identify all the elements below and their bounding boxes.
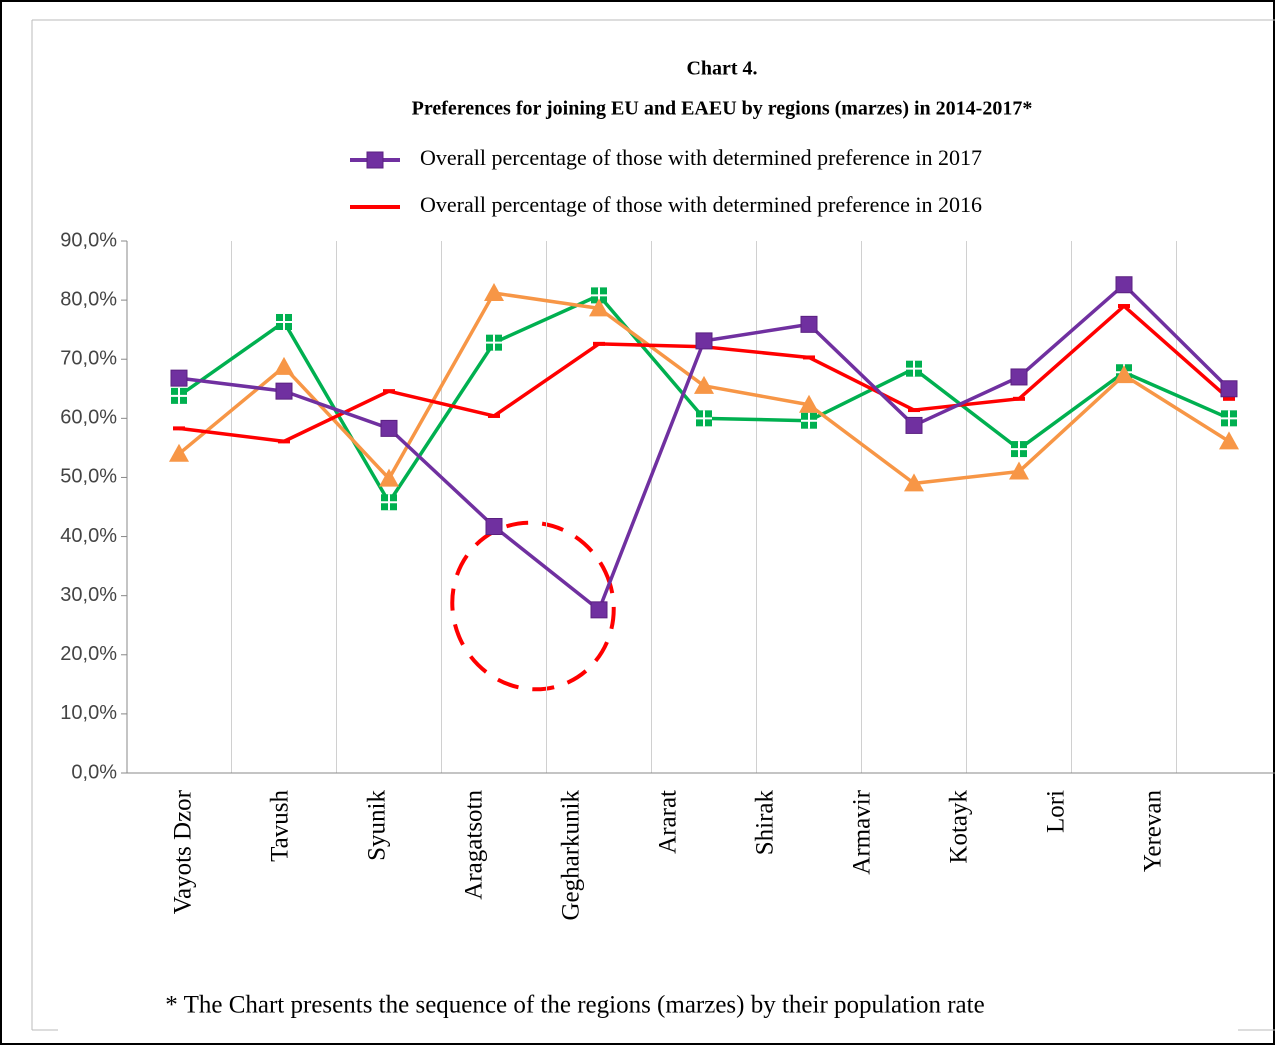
marker <box>1114 365 1134 384</box>
marker-cross <box>1011 441 1027 458</box>
marker <box>486 334 502 351</box>
x-tick-label: Gegharkunik <box>558 790 585 921</box>
marker <box>1223 396 1235 401</box>
x-tick-label: Tavush <box>267 790 294 862</box>
marker <box>1221 410 1237 427</box>
marker <box>274 356 294 375</box>
marker-cross <box>381 494 397 511</box>
x-tick-label: Vayots Dzor <box>170 789 197 914</box>
marker <box>1013 396 1025 401</box>
chart-subtitle: Preferences for joining EU and EAEU by r… <box>412 98 1033 120</box>
marker <box>800 315 818 333</box>
chart-title: Chart 4. <box>686 58 757 80</box>
marker <box>488 413 500 418</box>
x-tick-label: Aragatsotn <box>461 790 488 900</box>
marker <box>485 518 503 536</box>
marker-cross <box>906 360 922 377</box>
marker <box>803 355 815 360</box>
highlight-ellipse <box>450 520 616 692</box>
marker <box>1219 431 1239 450</box>
marker <box>170 369 188 387</box>
y-tick-label: 10,0% <box>60 702 117 724</box>
marker <box>589 298 609 317</box>
marker <box>1010 368 1028 386</box>
legend-label: Overall percentage of those with determi… <box>420 192 982 217</box>
marker <box>906 360 922 377</box>
marker <box>484 283 504 302</box>
marker <box>908 408 920 413</box>
marker <box>278 439 290 444</box>
marker <box>1009 461 1029 480</box>
footnote: * The Chart presents the sequence of the… <box>165 992 984 1019</box>
x-tick-label: Armavir <box>849 789 876 874</box>
marker <box>904 473 924 492</box>
marker <box>696 410 712 427</box>
marker <box>799 394 819 413</box>
marker <box>590 601 608 619</box>
y-tick-label: 0,0% <box>71 761 117 783</box>
marker <box>694 375 714 394</box>
marker <box>1115 276 1133 294</box>
y-tick-label: 40,0% <box>60 525 117 547</box>
marker-cross <box>276 313 292 330</box>
marker <box>593 341 605 346</box>
marker-cross <box>171 387 187 404</box>
marker <box>1220 380 1238 398</box>
y-tick-label: 90,0% <box>60 229 117 251</box>
marker-cross <box>1221 410 1237 427</box>
marker-cross <box>801 412 817 429</box>
x-tick-label: Kotayk <box>946 790 973 864</box>
marker <box>173 426 185 431</box>
y-tick-label: 70,0% <box>60 348 117 370</box>
y-tick-label: 20,0% <box>60 643 117 665</box>
marker <box>1118 304 1130 309</box>
marker-cross <box>486 334 502 351</box>
marker <box>383 389 395 394</box>
marker <box>275 382 293 400</box>
marker <box>1011 441 1027 458</box>
marker <box>381 494 397 511</box>
y-tick-label: 60,0% <box>60 407 117 429</box>
marker <box>171 387 187 404</box>
x-tick-label: Syunik <box>364 790 391 861</box>
marker <box>380 419 398 437</box>
x-tick-label: Lori <box>1043 790 1070 833</box>
marker <box>695 332 713 350</box>
marker-cross <box>696 410 712 427</box>
marker <box>169 443 189 462</box>
chart-frame <box>31 19 1275 1031</box>
marker <box>366 151 384 169</box>
marker <box>905 416 923 434</box>
y-tick-label: 80,0% <box>60 288 117 310</box>
x-tick-label: Yerevan <box>1140 790 1167 873</box>
y-tick-label: 50,0% <box>60 466 117 488</box>
marker <box>801 412 817 429</box>
x-tick-label: Ararat <box>655 790 682 854</box>
legend-label: Overall percentage of those with determi… <box>420 145 982 170</box>
x-tick-label: Shirak <box>752 790 779 856</box>
marker <box>379 468 399 487</box>
y-tick-label: 30,0% <box>60 584 117 606</box>
marker <box>276 313 292 330</box>
